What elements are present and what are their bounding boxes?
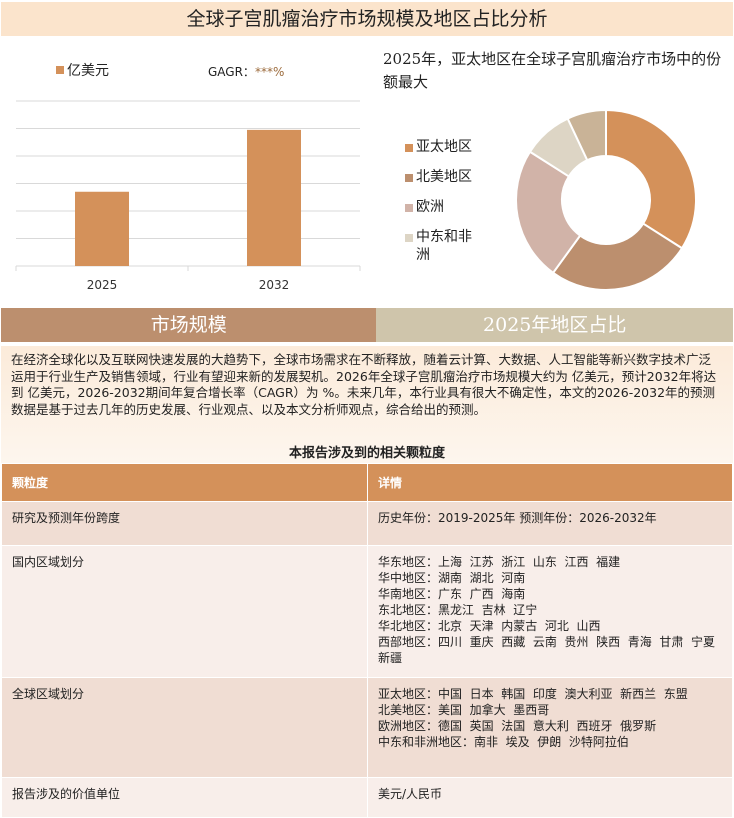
row-detail: 华东地区：上海 江苏 浙江 山东 江西 福建 华中地区：湖南 湖北 河南 华南地区：… xyxy=(367,545,733,678)
legend-swatch xyxy=(405,234,413,242)
donut-slice-亚太地区 xyxy=(605,108,697,250)
pie-legend-item: 北美地区 xyxy=(405,168,475,186)
row-detail: 美元/人民币 xyxy=(367,777,733,818)
legend-swatch xyxy=(405,204,413,212)
cagr-value: ***% xyxy=(254,65,285,79)
legend-label: 中东和非洲 xyxy=(416,229,472,263)
detail-line: 西部地区：四川 重庆 西藏 云南 贵州 陕西 青海 甘肃 宁夏 新疆 xyxy=(378,635,723,665)
table-header: 颗粒度 详情 xyxy=(1,463,733,502)
granularity-table: 颗粒度 详情 研究及预测年份跨度 历史年份：2019-2025年 预测年份：202… xyxy=(1,463,733,818)
legend-label: 欧洲 xyxy=(416,199,444,215)
table-row: 报告涉及的价值单位 美元/人民币 xyxy=(1,777,733,818)
x-tick-label: 2032 xyxy=(259,278,290,292)
detail-line: 华中地区：湖南 湖北 河南 xyxy=(378,571,526,585)
table-title: 本报告涉及到的相关颗粒度 xyxy=(288,446,445,461)
pie-legend-item: 欧洲 xyxy=(405,198,475,216)
row-detail: 亚太地区：中国 日本 韩国 印度 澳大利亚 新西兰 东盟 北美地区：美国 加拿大 … xyxy=(367,677,733,778)
header-detail: 详情 xyxy=(367,463,733,502)
tab-market-size[interactable]: 市场规模 xyxy=(1,308,377,342)
pie-legend-item: 亚太地区 xyxy=(405,138,475,156)
row-label: 研究及预测年份跨度 xyxy=(1,501,368,546)
legend-swatch xyxy=(405,144,413,152)
table-row: 国内区域划分 华东地区：上海 江苏 浙江 山东 江西 福建 华中地区：湖南 湖北 河… xyxy=(1,545,733,678)
bar-2025 xyxy=(75,191,129,266)
detail-line: 华南地区：广东 广西 海南 xyxy=(378,587,526,601)
detail-line: 华北地区：北京 天津 内蒙古 河北 山西 xyxy=(378,619,601,633)
row-label: 全球区域划分 xyxy=(1,677,368,778)
legend-swatch xyxy=(56,66,64,74)
donut-slice-欧洲 xyxy=(515,150,582,275)
detail-line: 亚太地区：中国 日本 韩国 印度 澳大利亚 新西兰 东盟 xyxy=(378,687,688,701)
detail-line: 历史年份：2019-2025年 预测年份：2026-2032年 xyxy=(378,511,657,525)
row-label: 报告涉及的价值单位 xyxy=(1,777,368,818)
detail-line: 北美地区：美国 加拿大 墨西哥 xyxy=(378,703,550,717)
description: 在经济全球化以及互联网快速发展的大趋势下，全球市场需求在不断释放，随着云计算、大… xyxy=(1,346,733,464)
legend-label: 北美地区 xyxy=(416,169,472,185)
tab-region-share[interactable]: 2025年地区占比 xyxy=(376,308,733,342)
bar-legend: 亿美元 xyxy=(56,60,109,80)
page-title: 全球子宫肌瘤治疗市场规模及地区占比分析 xyxy=(1,2,733,36)
detail-line: 欧洲地区：德国 英国 法国 意大利 西班牙 俄罗斯 xyxy=(378,719,657,733)
legend-label: 亚太地区 xyxy=(416,139,472,155)
x-tick-label: 2025 xyxy=(87,278,118,292)
detail-line: 华东地区：上海 江苏 浙江 山东 江西 福建 xyxy=(378,555,621,569)
donut-chart xyxy=(515,108,697,291)
cagr-text: GAGR： xyxy=(208,65,255,79)
detail-line: 东北地区：黑龙江 吉林 辽宁 xyxy=(378,603,538,617)
table-row: 全球区域划分 亚太地区：中国 日本 韩国 印度 澳大利亚 新西兰 东盟 北美地区：美… xyxy=(1,677,733,778)
pie-legend-item: 中东和非洲 xyxy=(405,228,475,264)
pie-title: 2025年，亚太地区在全球子宫肌瘤治疗市场中的份额最大 xyxy=(383,50,722,91)
bar-chart: 2025 2032 xyxy=(15,100,361,292)
table-row: 研究及预测年份跨度 历史年份：2019-2025年 预测年份：2026-2032年 xyxy=(1,501,733,546)
row-detail: 历史年份：2019-2025年 预测年份：2026-2032年 xyxy=(367,501,733,546)
legend-swatch xyxy=(405,174,413,182)
detail-line: 美元/人民币 xyxy=(378,787,443,801)
section-tabs: 市场规模 2025年地区占比 xyxy=(1,308,733,342)
donut-slice-北美地区 xyxy=(551,222,684,291)
detail-line: 中东和非洲地区：南非 埃及 伊朗 沙特阿拉伯 xyxy=(378,735,629,749)
bar-legend-label: 亿美元 xyxy=(67,63,109,79)
cagr-label: GAGR：***% xyxy=(208,63,284,80)
donut-slice-other xyxy=(566,108,607,162)
bar-2032 xyxy=(247,129,301,266)
row-label: 国内区域划分 xyxy=(1,545,368,678)
header-granularity: 颗粒度 xyxy=(1,463,368,502)
